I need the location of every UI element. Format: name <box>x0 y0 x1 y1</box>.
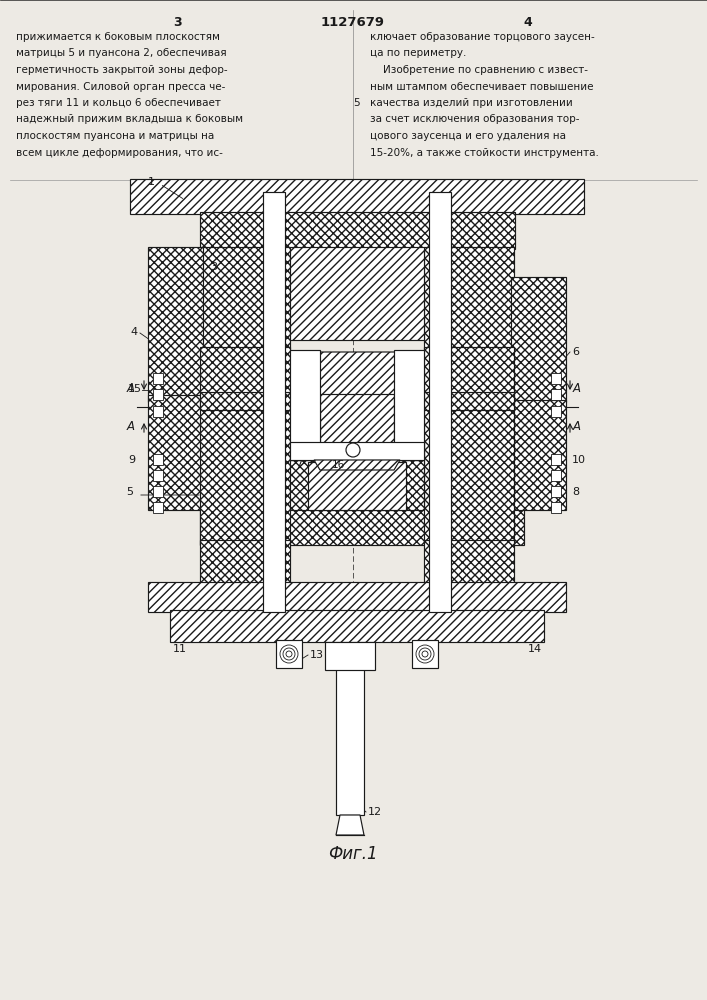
Polygon shape <box>325 642 375 670</box>
Polygon shape <box>424 247 514 352</box>
Text: 16: 16 <box>332 460 345 470</box>
Text: Изобретение по сравнению с извест-: Изобретение по сравнению с извест- <box>370 65 588 75</box>
Polygon shape <box>320 444 394 460</box>
Polygon shape <box>153 470 163 481</box>
Polygon shape <box>200 540 290 590</box>
Text: 15: 15 <box>128 384 142 394</box>
Polygon shape <box>551 406 561 417</box>
Polygon shape <box>130 179 584 214</box>
Polygon shape <box>153 486 163 497</box>
Polygon shape <box>551 389 561 400</box>
Polygon shape <box>170 610 544 642</box>
Text: 3: 3 <box>174 16 182 29</box>
Text: А: А <box>127 420 135 434</box>
Text: за счет исключения образования тор-: за счет исключения образования тор- <box>370 114 580 124</box>
Text: ца по периметру.: ца по периметру. <box>370 48 467 58</box>
Polygon shape <box>308 462 406 510</box>
Text: 12: 12 <box>368 807 382 817</box>
Text: 11: 11 <box>173 644 187 654</box>
Text: 6: 6 <box>572 347 579 357</box>
Text: прижимается к боковым плоскостям: прижимается к боковым плоскостям <box>16 32 220 42</box>
Polygon shape <box>263 192 285 612</box>
Text: 7: 7 <box>295 495 302 505</box>
Polygon shape <box>200 212 515 249</box>
Polygon shape <box>290 442 424 460</box>
Text: 8: 8 <box>572 487 579 497</box>
Text: А: А <box>127 381 135 394</box>
Text: цового заусенца и его удаления на: цового заусенца и его удаления на <box>370 131 566 141</box>
Polygon shape <box>303 352 411 400</box>
Polygon shape <box>320 394 394 444</box>
Text: 4: 4 <box>524 16 532 29</box>
Text: 9: 9 <box>128 455 135 465</box>
Polygon shape <box>424 347 514 545</box>
Text: 13: 13 <box>310 650 324 660</box>
Text: 4: 4 <box>131 327 138 337</box>
Polygon shape <box>200 247 290 352</box>
Text: всем цикле деформирования, что ис-: всем цикле деформирования, что ис- <box>16 147 223 157</box>
Polygon shape <box>336 665 364 815</box>
Polygon shape <box>394 350 424 460</box>
Polygon shape <box>290 350 320 460</box>
Text: А: А <box>573 381 581 394</box>
Text: 1: 1 <box>148 177 155 187</box>
Polygon shape <box>424 540 514 590</box>
Polygon shape <box>153 373 163 384</box>
Polygon shape <box>429 192 451 612</box>
Text: Фиг.1: Фиг.1 <box>328 845 378 863</box>
Polygon shape <box>200 507 524 545</box>
Text: 5: 5 <box>354 98 360 108</box>
Polygon shape <box>153 454 163 465</box>
Polygon shape <box>148 395 203 510</box>
Text: качества изделий при изготовлении: качества изделий при изготовлении <box>370 98 573 108</box>
Polygon shape <box>148 247 203 402</box>
Text: рез тяги 11 и кольцо 6 обеспечивает: рез тяги 11 и кольцо 6 обеспечивает <box>16 98 221 108</box>
Polygon shape <box>276 640 302 668</box>
Text: плоскостям пуансона и матрицы на: плоскостям пуансона и матрицы на <box>16 131 214 141</box>
Polygon shape <box>551 486 561 497</box>
Polygon shape <box>511 277 566 402</box>
Polygon shape <box>412 640 438 668</box>
Text: 7: 7 <box>295 460 302 470</box>
Text: А: А <box>573 420 581 434</box>
Text: 10: 10 <box>572 455 586 465</box>
Polygon shape <box>148 582 566 612</box>
Polygon shape <box>551 470 561 481</box>
Circle shape <box>346 443 360 457</box>
Polygon shape <box>290 460 424 510</box>
Polygon shape <box>290 247 424 340</box>
Text: матрицы 5 и пуансона 2, обеспечивая: матрицы 5 и пуансона 2, обеспечивая <box>16 48 227 58</box>
Polygon shape <box>153 389 163 400</box>
Text: 1127679: 1127679 <box>321 16 385 29</box>
Polygon shape <box>200 392 290 410</box>
Text: надежный прижим вкладыша к боковым: надежный прижим вкладыша к боковым <box>16 114 243 124</box>
Text: 15-20%, а также стойкости инструмента.: 15-20%, а также стойкости инструмента. <box>370 147 599 157</box>
Text: ным штампом обеспечивает повышение: ным штампом обеспечивает повышение <box>370 82 593 92</box>
Polygon shape <box>551 373 561 384</box>
Polygon shape <box>200 347 290 545</box>
Polygon shape <box>153 406 163 417</box>
Text: 2: 2 <box>400 447 407 457</box>
Polygon shape <box>551 502 561 513</box>
Polygon shape <box>424 392 514 410</box>
Polygon shape <box>551 454 561 465</box>
Polygon shape <box>314 460 400 470</box>
Text: 5: 5 <box>126 487 133 497</box>
Polygon shape <box>336 815 364 835</box>
Text: герметичность закрытой зоны дефор-: герметичность закрытой зоны дефор- <box>16 65 228 75</box>
Text: ключает образование торцового заусен-: ключает образование торцового заусен- <box>370 32 595 42</box>
Text: мирования. Силовой орган пресса че-: мирования. Силовой орган пресса че- <box>16 82 226 92</box>
Text: 3: 3 <box>210 262 217 272</box>
Polygon shape <box>153 502 163 513</box>
Polygon shape <box>511 400 566 510</box>
Text: 14: 14 <box>528 644 542 654</box>
